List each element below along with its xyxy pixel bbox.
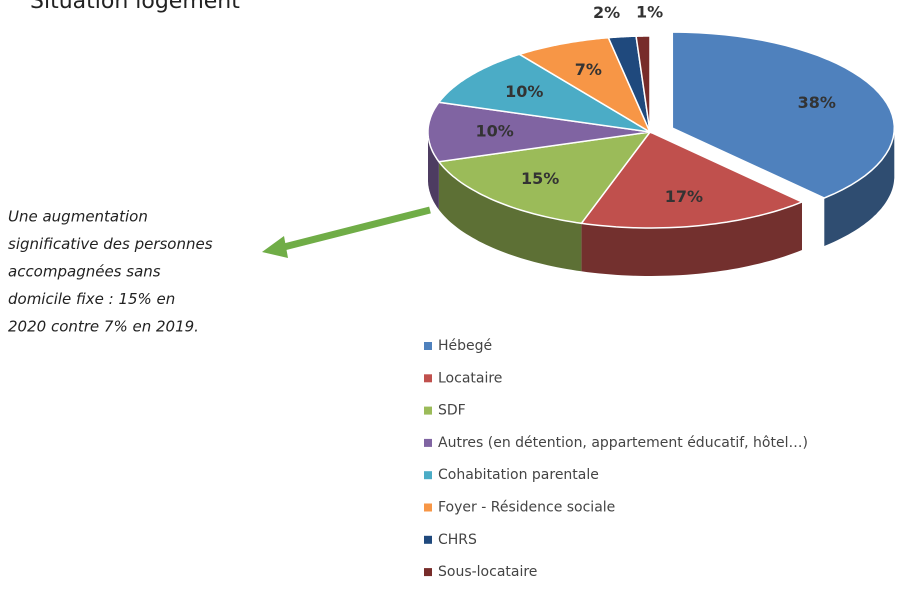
data-label: 10% (505, 82, 543, 101)
legend-swatch (424, 535, 432, 544)
annotation-line: 2020 contre 7% en 2019. (8, 318, 199, 336)
legend-swatch (424, 406, 432, 415)
annotation-line: domicile fixe : 15% en (8, 290, 175, 308)
legend-swatch (424, 568, 432, 577)
legend-label: Cohabitation parentale (438, 467, 599, 483)
slice (517, 36, 652, 134)
slice (437, 53, 651, 133)
legend-label: Sous-locataire (438, 564, 537, 580)
annotation-arrowhead (262, 236, 288, 258)
legend-swatch (424, 503, 432, 512)
legend-label: Locataire (438, 370, 502, 386)
legend-label: SDF (438, 403, 466, 419)
legend-swatch (424, 471, 432, 480)
legend-swatch (424, 438, 432, 447)
annotation-line: Une augmentation (8, 208, 148, 226)
annotation-arrow (279, 206, 431, 252)
data-label: 7% (575, 60, 602, 79)
annotation-line: accompagnées sans (8, 263, 161, 281)
legend-label: CHRS (438, 532, 477, 548)
legend-label: Foyer - Résidence sociale (438, 500, 615, 516)
chart-title: Situation logement (30, 0, 240, 14)
data-label: 38% (798, 93, 836, 112)
slice (427, 101, 651, 163)
data-label: 1% (636, 2, 663, 21)
slice (671, 31, 896, 199)
legend-swatch (424, 342, 432, 350)
slice (580, 131, 804, 229)
legend-label: Hébegé (438, 338, 492, 354)
data-label: 17% (665, 187, 703, 206)
legend-swatch (424, 374, 432, 383)
slice (607, 35, 651, 133)
slice (635, 35, 651, 133)
slice-side (438, 161, 582, 272)
data-label: 10% (475, 122, 513, 141)
legend-label: Autres (en détention, appartement éducat… (438, 435, 808, 451)
slice-side (428, 132, 439, 210)
slice-side (824, 128, 895, 246)
slice-side (581, 202, 802, 276)
annotation-line: significative des personnes (8, 235, 213, 253)
data-label: 2% (593, 3, 620, 22)
data-label: 15% (521, 169, 559, 188)
